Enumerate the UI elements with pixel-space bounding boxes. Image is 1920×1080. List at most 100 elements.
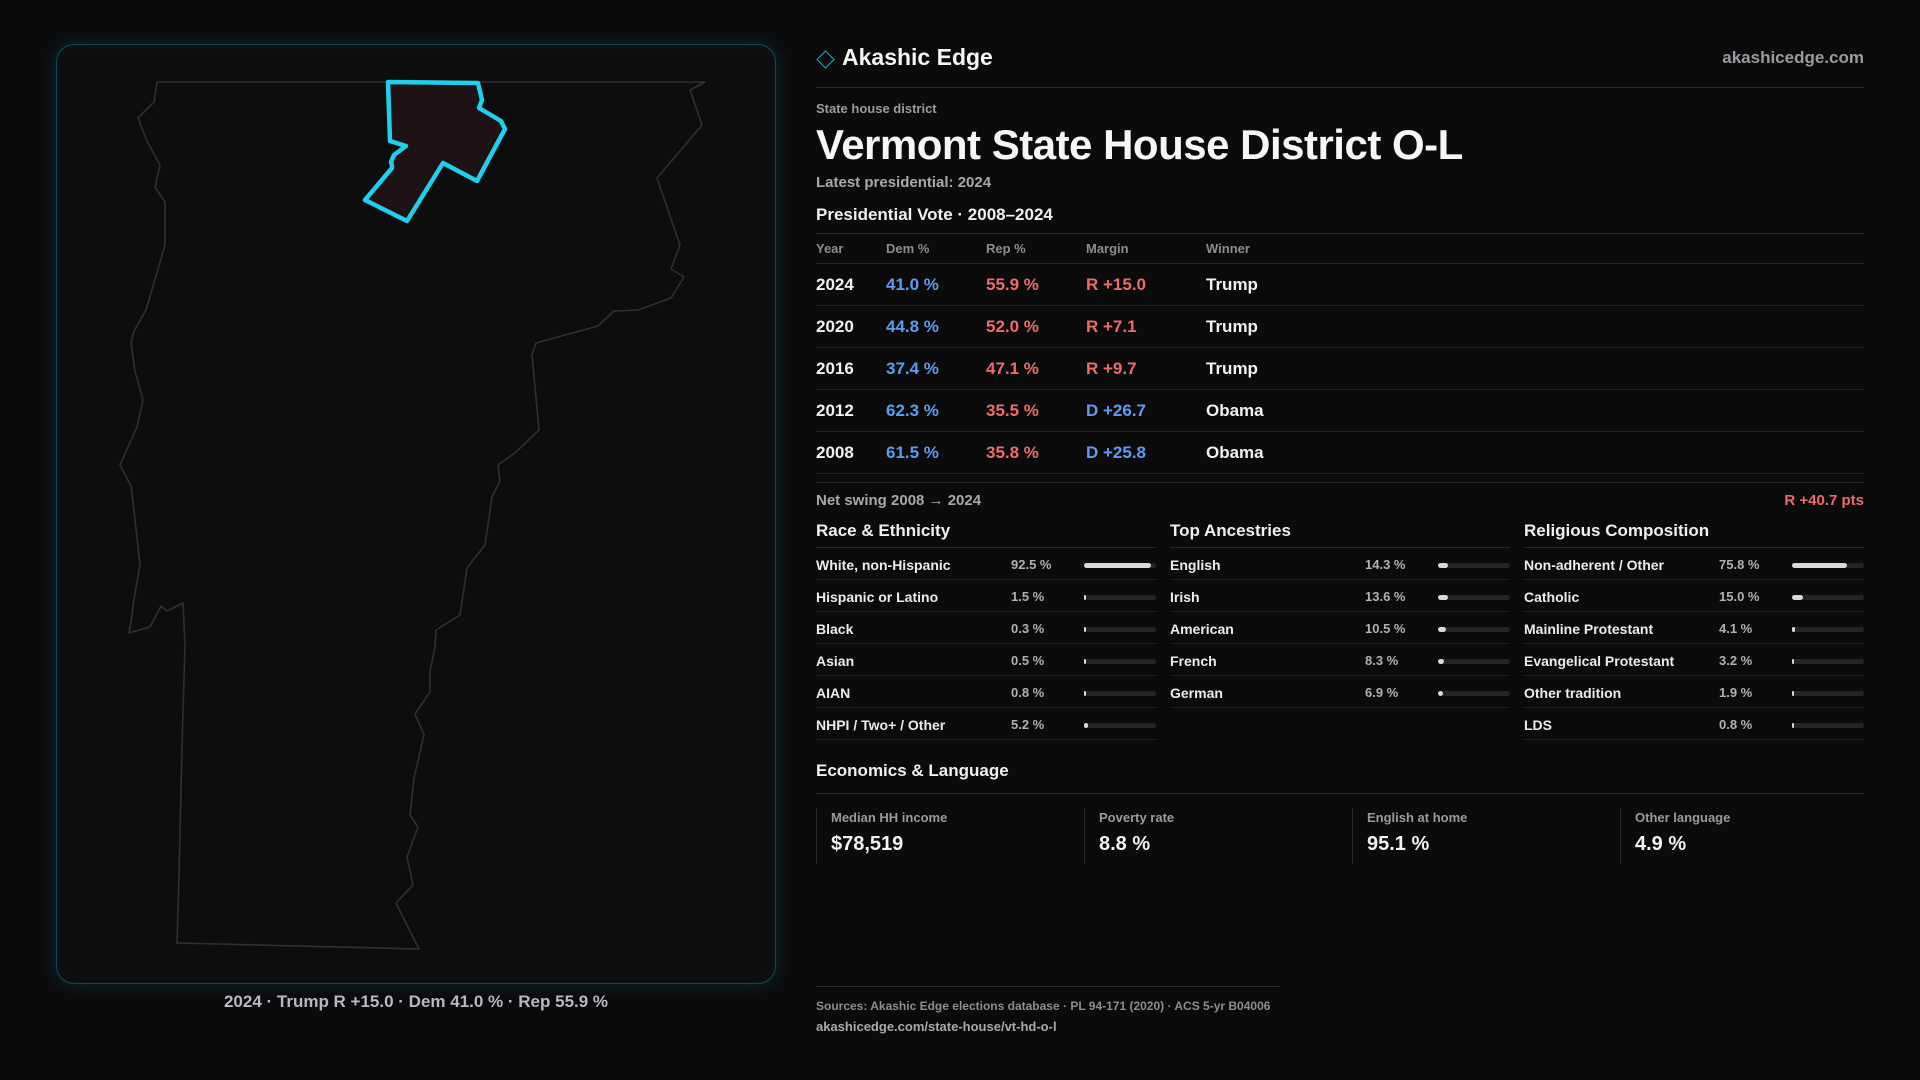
demographic-value: 3.2 % [1719, 653, 1753, 668]
col-header-winner: Winner [1206, 233, 1864, 264]
dem-pct-cell: 37.4 % [886, 347, 986, 390]
map-panel[interactable] [56, 44, 776, 984]
share-bar-fill [1084, 659, 1086, 664]
share-bar-fill [1792, 691, 1794, 696]
demographic-value: 4.1 % [1719, 621, 1753, 636]
share-bar-fill [1792, 659, 1795, 664]
net-swing-row: Net swing 2008 → 2024 R +40.7 pts [816, 482, 1864, 516]
share-bar-track [1084, 691, 1156, 696]
presidential-vote-table: Year Dem % Rep % Margin Winner 2024 41.0 … [816, 233, 1864, 474]
col-header-rep: Rep % [986, 233, 1086, 264]
net-swing-label: Net swing 2008 → 2024 [816, 492, 982, 509]
share-bar-fill [1084, 723, 1088, 728]
dem-pct-cell: 44.8 % [886, 305, 986, 348]
list-item: Non-adherent / Other 75.8 % [1524, 548, 1864, 580]
share-bar-fill [1438, 595, 1448, 600]
demographic-value: 13.6 % [1365, 589, 1406, 604]
list-item: Catholic 15.0 % [1524, 580, 1864, 612]
share-bar-track [1792, 659, 1864, 664]
demographic-label: White, non-Hispanic [816, 557, 951, 573]
table-row: 2012 62.3 % 35.5 % D +26.7 Obama [816, 389, 1864, 432]
economic-stat-value: $78,519 [831, 833, 904, 855]
economics-stats: Median HH income $78,519 Poverty rate 8.8 %… [816, 808, 1864, 872]
share-bar-track [1084, 723, 1156, 728]
economic-stat-value: 8.8 % [1099, 833, 1151, 855]
demographic-column-title: Top Ancestries [1170, 520, 1510, 548]
info-panel: Akashic Edge akashicedge.com State house… [816, 44, 1864, 872]
demographic-label: Catholic [1524, 589, 1580, 605]
list-item: LDS 0.8 % [1524, 708, 1864, 740]
dem-pct-cell: 61.5 % [886, 431, 986, 474]
economic-stat: Other language 4.9 % [1620, 808, 1870, 864]
district-map[interactable] [57, 45, 776, 984]
share-bar-track [1084, 595, 1156, 600]
economic-stat: English at home 95.1 % [1352, 808, 1602, 864]
economic-stat: Poverty rate 8.8 % [1084, 808, 1334, 864]
winner-cell: Trump [1206, 347, 1864, 390]
list-item: Mainline Protestant 4.1 % [1524, 612, 1864, 644]
demographic-value: 15.0 % [1719, 589, 1760, 604]
share-bar-fill [1084, 595, 1086, 600]
share-bar-fill [1084, 563, 1151, 568]
economic-stat-label: Poverty rate [1099, 810, 1175, 825]
brand-name: Akashic Edge [842, 44, 993, 70]
share-bar-track [1084, 659, 1156, 664]
sources-footer: Sources: Akashic Edge elections database… [816, 986, 1280, 1034]
margin-cell: D +25.8 [1086, 431, 1206, 474]
district-highlight[interactable] [362, 79, 508, 224]
list-item: White, non-Hispanic 92.5 % [816, 548, 1156, 580]
demographic-label: Other tradition [1524, 685, 1622, 701]
table-row: 2024 41.0 % 55.9 % R +15.0 Trump [816, 263, 1864, 306]
share-bar-track [1084, 627, 1156, 632]
share-bar-track [1438, 691, 1510, 696]
list-item: AIAN 0.8 % [816, 676, 1156, 708]
demographic-label: American [1170, 621, 1234, 637]
demographic-label: Black [816, 621, 854, 637]
demographic-label: Mainline Protestant [1524, 621, 1654, 637]
rep-pct-cell: 35.8 % [986, 431, 1086, 474]
rep-pct-cell: 55.9 % [986, 263, 1086, 306]
list-item: English 14.3 % [1170, 548, 1510, 580]
rep-pct-cell: 52.0 % [986, 305, 1086, 348]
demographic-value: 1.5 % [1011, 589, 1045, 604]
economics-title: Economics & Language [816, 760, 1864, 794]
col-header-margin: Margin [1086, 233, 1206, 264]
demographic-value: 14.3 % [1365, 557, 1406, 572]
share-bar-fill [1438, 691, 1443, 696]
source-url-link[interactable]: akashicedge.com/state-house/vt-hd-o-l [816, 1019, 1057, 1034]
demographic-value: 0.3 % [1011, 621, 1045, 636]
net-swing-value: R +40.7 pts [1784, 492, 1864, 509]
share-bar-track [1438, 563, 1510, 568]
demographic-value: 6.9 % [1365, 685, 1399, 700]
economic-stat-value: 4.9 % [1635, 833, 1687, 855]
demographic-label: Evangelical Protestant [1524, 653, 1675, 669]
table-header-row: Year Dem % Rep % Margin Winner [816, 233, 1864, 264]
year-cell: 2008 [816, 431, 886, 474]
list-item: Evangelical Protestant 3.2 % [1524, 644, 1864, 676]
demographic-column-title: Race & Ethnicity [816, 520, 1156, 548]
brand-url-link[interactable]: akashicedge.com [1722, 48, 1864, 67]
sources-text: Sources: Akashic Edge elections database… [816, 999, 1271, 1013]
list-item: German 6.9 % [1170, 676, 1510, 708]
winner-cell: Trump [1206, 305, 1864, 348]
diamond-logo-icon [816, 50, 835, 69]
dem-pct-cell: 62.3 % [886, 389, 986, 432]
demographic-label: Non-adherent / Other [1524, 557, 1665, 573]
demographics-section: Race & Ethnicity White, non-Hispanic 92.5 … [816, 520, 1864, 760]
demographic-value: 10.5 % [1365, 621, 1406, 636]
demographic-value: 0.8 % [1011, 685, 1045, 700]
demographic-value: 0.5 % [1011, 653, 1045, 668]
share-bar-fill [1084, 627, 1086, 632]
demographic-label: French [1170, 653, 1217, 669]
dem-pct-cell: 41.0 % [886, 263, 986, 306]
year-cell: 2020 [816, 305, 886, 348]
economic-stat-label: Other language [1635, 810, 1731, 825]
demographic-column-title: Religious Composition [1524, 520, 1864, 548]
table-row: 2008 61.5 % 35.8 % D +25.8 Obama [816, 431, 1864, 474]
share-bar-fill [1084, 691, 1086, 696]
demographic-column: Race & Ethnicity White, non-Hispanic 92.5 … [816, 520, 1156, 740]
margin-cell: D +26.7 [1086, 389, 1206, 432]
economic-stat-value: 95.1 % [1367, 833, 1430, 855]
brand-header: Akashic Edge akashicedge.com [816, 44, 1864, 88]
presidential-vote-title: Presidential Vote · 2008–2024 [816, 205, 1053, 224]
